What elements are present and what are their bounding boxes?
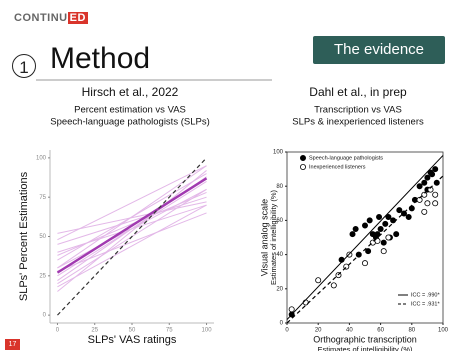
- panel-subtitle: Percent estimation vs VAS: [74, 105, 186, 116]
- data-point: [405, 213, 412, 220]
- panel-heading: Dahl et al., in prep: [309, 85, 407, 99]
- x-tick-label: 75: [166, 328, 173, 334]
- y-tick-label: 20: [276, 286, 283, 292]
- data-point: [376, 213, 383, 220]
- series-line: [57, 204, 207, 288]
- x-tick-label: 100: [202, 328, 213, 334]
- x-tick-label: 0: [285, 328, 289, 334]
- y-axis-label: SLPs' Percent Estimations: [18, 171, 30, 301]
- legend-label: Inexperienced listeners: [309, 164, 366, 170]
- data-point: [385, 213, 392, 220]
- data-point: [377, 225, 384, 232]
- legend-marker: [299, 154, 306, 161]
- data-point: [385, 234, 392, 241]
- series-line: [57, 165, 207, 241]
- x-tick-label: 50: [129, 328, 136, 334]
- data-point: [421, 208, 428, 215]
- series-line: [56, 177, 208, 274]
- series-line: [57, 192, 207, 256]
- data-point: [361, 222, 368, 229]
- x-tick-label: 60: [377, 328, 384, 334]
- data-point: [352, 225, 359, 232]
- panel-heading: Hirsch et al., 2022: [82, 85, 179, 99]
- data-point: [432, 191, 439, 198]
- series-line: [286, 155, 444, 320]
- legend-label: Speech-language pathologists: [309, 155, 383, 161]
- data-point: [393, 231, 400, 238]
- x-tick-label: 40: [346, 328, 353, 334]
- y-tick-label: 0: [43, 313, 47, 319]
- logo: CONTINU ED: [14, 12, 88, 24]
- data-point: [421, 191, 428, 198]
- data-point: [429, 171, 436, 178]
- panel-subtitle: SLPs & inexperienced listeners: [292, 117, 424, 128]
- data-point: [374, 231, 381, 238]
- data-point: [380, 239, 387, 246]
- y-tick-label: 100: [36, 155, 47, 161]
- x-tick-label: 80: [408, 328, 415, 334]
- data-point: [424, 200, 431, 207]
- logo-highlight: ED: [67, 12, 88, 24]
- x-tick-label: 0: [56, 328, 60, 334]
- series-line: [57, 212, 207, 272]
- data-point: [421, 179, 428, 186]
- logo-text: CONTINU: [14, 12, 68, 24]
- data-point: [396, 207, 403, 214]
- panel-subtitle: Transcription vs VAS: [314, 105, 402, 116]
- plot-frame: [286, 151, 444, 324]
- data-point: [380, 248, 387, 255]
- data-point: [365, 248, 372, 255]
- x-axis-label: SLPs' VAS ratings: [88, 334, 177, 346]
- data-point: [416, 183, 423, 190]
- badge: The evidence: [313, 36, 445, 64]
- data-point: [288, 306, 295, 313]
- y-tick-label: 25: [39, 273, 46, 279]
- series-line: [286, 175, 444, 324]
- y-tick-label: 75: [39, 195, 46, 201]
- data-point: [315, 277, 322, 284]
- page-number: 17: [5, 339, 20, 350]
- x-tick-label: 20: [315, 328, 322, 334]
- x-tick-label: 25: [91, 328, 98, 334]
- section-number: 1: [12, 54, 36, 78]
- series-line: [57, 165, 207, 269]
- data-point: [361, 260, 368, 267]
- y-tick-label: 80: [276, 184, 283, 190]
- y-tick-label: 40: [276, 252, 283, 258]
- slide-title: Method: [50, 42, 151, 75]
- panel-subtitle: Speech-language pathologists (SLPs): [50, 117, 210, 128]
- data-point: [390, 217, 397, 224]
- y-axis-label: Visual analog scale: [259, 199, 269, 276]
- data-point: [432, 166, 439, 173]
- y-tick-label: 100: [273, 150, 284, 156]
- series-line: [57, 157, 207, 316]
- data-point: [432, 200, 439, 207]
- x-tick-label: 100: [438, 328, 449, 334]
- y-tick-label: 0: [280, 321, 284, 327]
- y-axis-label: Estimates of intelligibility (%): [269, 189, 278, 285]
- y-tick-label: 60: [276, 218, 283, 224]
- x-axis-label: Estimates of intelligibility (%): [317, 345, 413, 351]
- x-axis-label: Orthographic transcription: [313, 334, 417, 344]
- y-tick-label: 50: [39, 234, 46, 240]
- data-point: [366, 217, 373, 224]
- series-line: [57, 170, 207, 292]
- legend-label: ICC = .931*: [411, 301, 440, 307]
- data-point: [349, 231, 356, 238]
- legend-marker: [299, 163, 306, 170]
- data-point: [382, 220, 389, 227]
- series-line: [57, 201, 207, 234]
- data-point: [424, 174, 431, 181]
- data-point: [433, 179, 440, 186]
- data-point: [330, 282, 337, 289]
- legend-label: ICC = .990*: [411, 292, 440, 298]
